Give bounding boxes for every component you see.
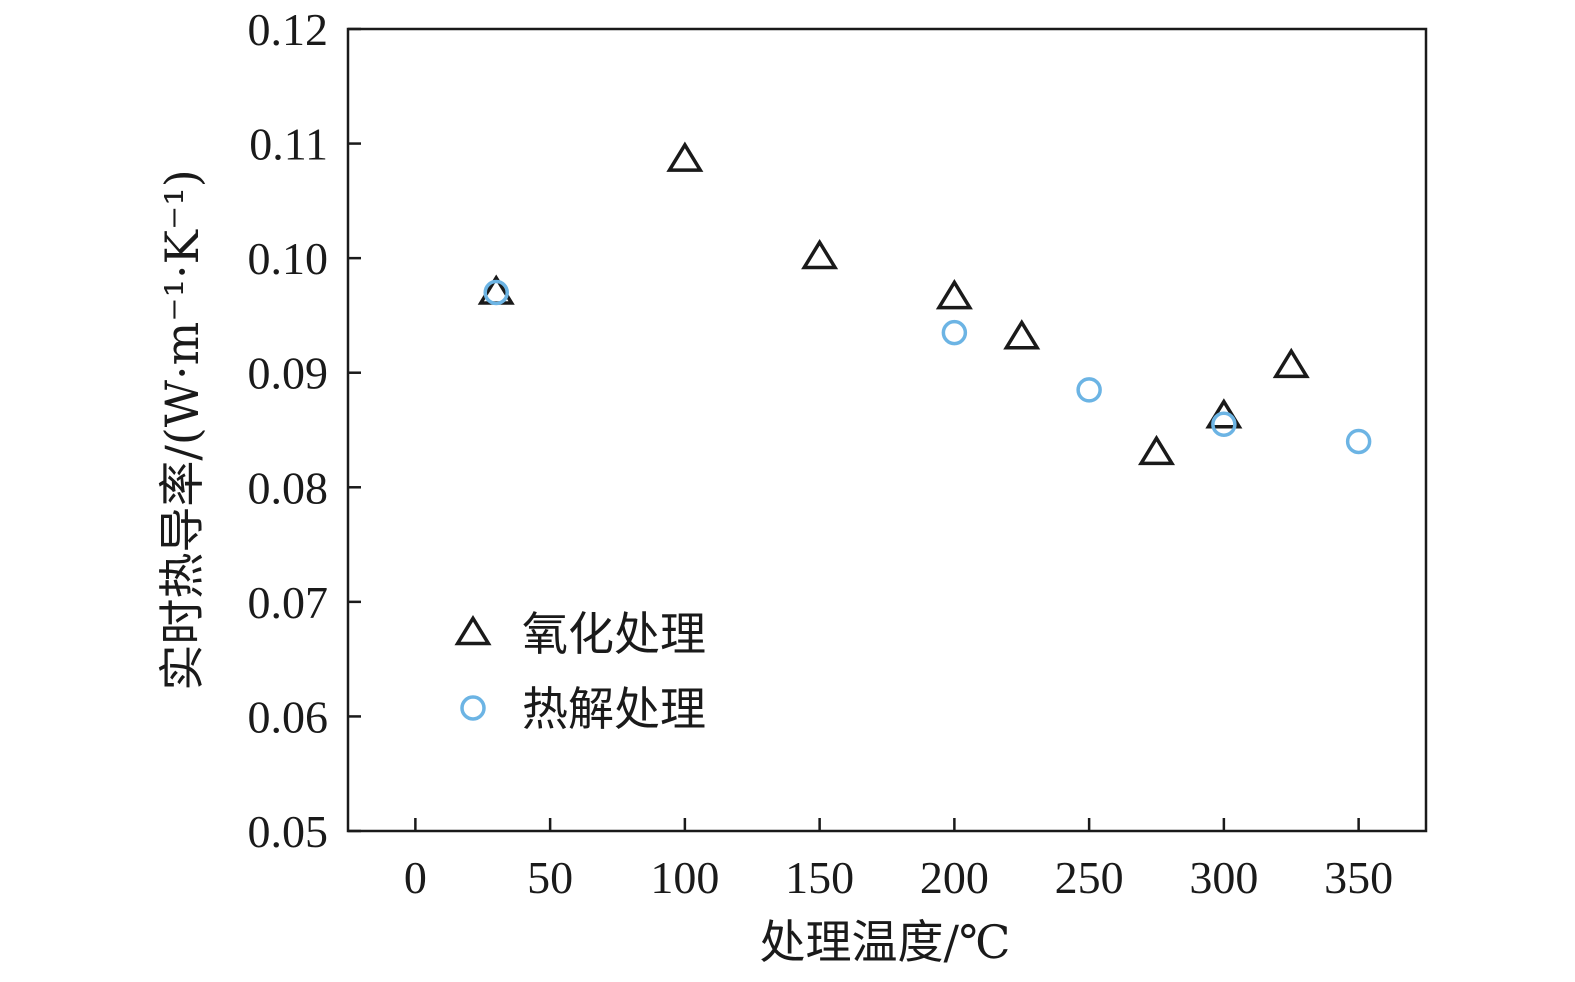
legend-label: 氧化处理 — [522, 607, 706, 661]
data-point — [1137, 434, 1176, 466]
series-1 — [477, 141, 1310, 466]
y-tick-label: 0.11 — [249, 119, 328, 170]
y-axis: 0.05 0.06 0.07 0.08 0.09 0.10 0.11 0.12 — [248, 4, 361, 857]
plot-border — [346, 27, 1428, 833]
y-axis-label: 实时热导率/(W·m⁻¹·K⁻¹) — [155, 169, 209, 690]
x-tick-label: 150 — [785, 852, 854, 903]
legend-item: 热解处理 — [460, 682, 706, 736]
data-point — [483, 279, 509, 306]
y-tick-label: 0.05 — [248, 806, 329, 857]
x-axis-label: 处理温度/℃ — [760, 915, 1011, 969]
x-axis: 0 50 100 150 200 250 300 350 — [404, 818, 1393, 903]
data-point — [1076, 377, 1102, 403]
y-tick-label: 0.06 — [248, 691, 329, 742]
series-2 — [483, 279, 1372, 455]
data-marks — [477, 141, 1372, 466]
y-tick-label: 0.08 — [248, 462, 329, 513]
data-point — [801, 238, 839, 270]
data-point — [935, 279, 973, 310]
data-point — [1211, 411, 1237, 438]
y-tick-label: 0.12 — [248, 4, 329, 55]
x-tick-label: 350 — [1324, 852, 1393, 903]
data-point — [1345, 428, 1372, 455]
x-tick-label: 100 — [650, 852, 719, 903]
data-point — [1272, 347, 1310, 379]
y-tick-label: 0.10 — [248, 233, 329, 284]
legend-label: 热解处理 — [522, 682, 706, 736]
x-tick-label: 300 — [1189, 852, 1258, 903]
data-point — [941, 319, 968, 346]
x-tick-label: 200 — [920, 852, 989, 903]
legend-circle-marker — [460, 695, 486, 721]
y-tick-label: 0.07 — [248, 577, 329, 628]
x-tick-label: 0 — [404, 852, 427, 903]
x-tick-label: 50 — [527, 852, 573, 903]
y-tick-label: 0.09 — [248, 348, 329, 399]
x-tick-label: 250 — [1055, 852, 1124, 903]
data-point — [666, 141, 704, 172]
legend-triangle-marker — [454, 614, 492, 646]
legend-item: 氧化处理 — [454, 607, 706, 661]
plot-frame — [346, 27, 1428, 833]
data-point — [1003, 319, 1041, 350]
